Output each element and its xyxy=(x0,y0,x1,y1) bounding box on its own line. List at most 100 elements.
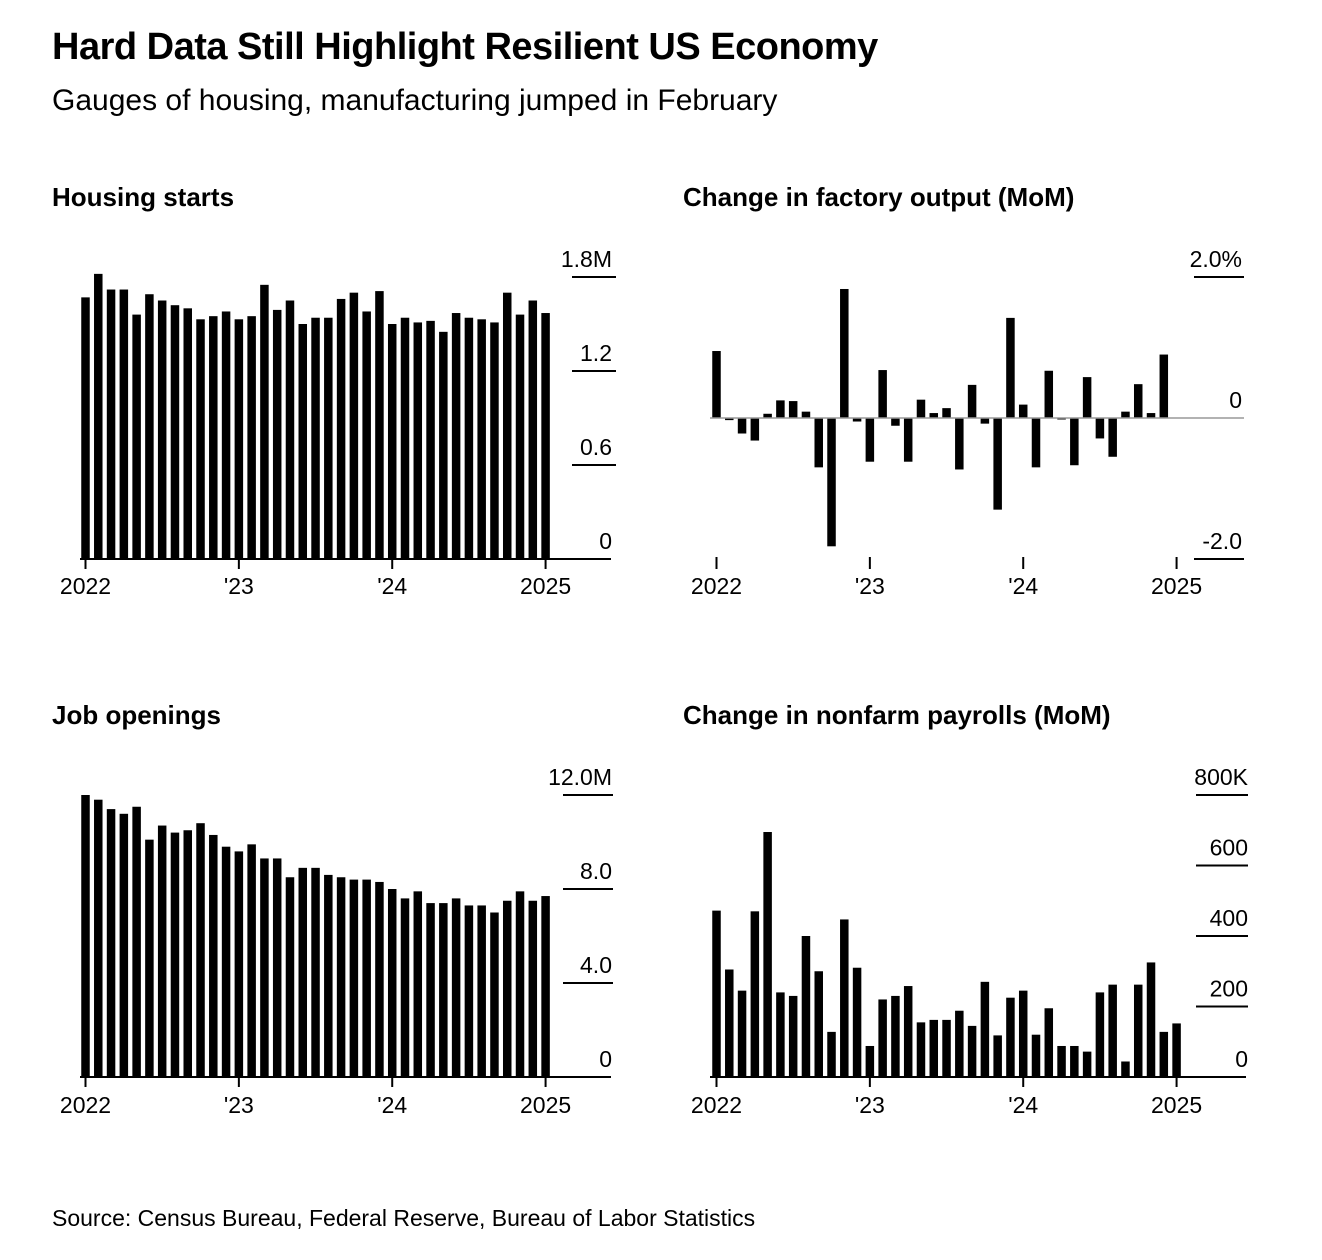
chart1-xtick-label: '23 xyxy=(224,573,254,599)
chart4-bar xyxy=(1031,1034,1041,1077)
chart1-ytick-label: 1.8M xyxy=(561,246,612,272)
chart3-ytick-label: 0 xyxy=(599,1046,612,1072)
chart1-bar xyxy=(400,317,410,559)
chart3-bar xyxy=(285,877,295,1077)
chart3-bar xyxy=(170,832,180,1077)
chart1-ytick-label: 1.2 xyxy=(580,340,612,366)
chart1-bar xyxy=(234,319,244,559)
chart4-bar xyxy=(1159,1031,1169,1077)
chart4-bar xyxy=(929,1019,939,1077)
chart1-bar xyxy=(464,317,474,559)
chart2-bar xyxy=(763,413,772,418)
chart4-bar xyxy=(993,1035,1002,1077)
chart4-bar xyxy=(712,910,721,1077)
chart2-bar xyxy=(1070,418,1079,466)
chart4-bar xyxy=(1082,1051,1092,1077)
chart1-xtick-label: '24 xyxy=(377,573,407,599)
chart4-bar xyxy=(1006,997,1015,1077)
chart4-ytick-label: 600 xyxy=(1210,835,1248,861)
chart2-bar xyxy=(827,418,836,547)
chart1-bar xyxy=(336,298,346,559)
chart3-bar xyxy=(477,905,486,1077)
chart1-bar xyxy=(221,311,231,559)
chart2-bar xyxy=(776,400,785,419)
chart1-bar xyxy=(375,291,384,559)
chart1-bar xyxy=(349,292,359,559)
chart1-bar xyxy=(490,322,499,559)
chart3-bar xyxy=(145,839,154,1077)
chart4-bar xyxy=(801,936,811,1077)
chart2-bar xyxy=(1082,377,1092,418)
chart2-ytick-label: 2.0% xyxy=(1190,246,1242,272)
chart3-bar xyxy=(362,879,371,1077)
chart4-bar xyxy=(1108,984,1117,1077)
chart2-bar xyxy=(865,418,875,462)
chart4-bar xyxy=(776,992,785,1077)
chart1-title: Housing starts xyxy=(52,182,234,212)
chart4-bar xyxy=(1095,992,1105,1077)
chart2-ytick-label: 0 xyxy=(1229,387,1242,413)
chart2-bar xyxy=(891,418,900,426)
chart4-bar xyxy=(1044,1008,1054,1077)
chart4-bar xyxy=(737,990,747,1077)
chart4-ytick-label: 200 xyxy=(1210,976,1248,1002)
chart2-title: Change in factory output (MoM) xyxy=(683,182,1074,212)
chart1-bar xyxy=(451,313,461,559)
chart1-ytick-label: 0.6 xyxy=(580,434,612,460)
chart4-bar xyxy=(1146,962,1156,1077)
chart3-bar xyxy=(541,896,550,1077)
chart3-bar xyxy=(272,858,282,1077)
chart4-bar xyxy=(903,986,913,1077)
chart3-bar xyxy=(387,889,397,1077)
chart4-bar xyxy=(1070,1045,1079,1077)
chart3-bar xyxy=(119,813,129,1077)
chart1-bar xyxy=(145,294,154,559)
chart3-bar xyxy=(528,900,538,1077)
chart2-bar xyxy=(1044,370,1054,418)
page-title: Hard Data Still Highlight Resilient US E… xyxy=(52,26,878,68)
chart2-bar xyxy=(852,418,862,422)
chart3-bar xyxy=(298,867,308,1077)
chart3-bar xyxy=(94,799,103,1077)
chart1-xtick-label: 2022 xyxy=(60,573,111,599)
chart1-bar xyxy=(106,289,116,559)
source-note: Source: Census Bureau, Federal Reserve, … xyxy=(52,1205,756,1231)
chart3-bar xyxy=(490,912,499,1077)
chart3-bar xyxy=(349,879,359,1077)
chart1-bar xyxy=(311,317,320,559)
chart2-bar xyxy=(788,401,798,418)
chart2-bar xyxy=(1108,418,1117,457)
chart4-bar xyxy=(878,999,887,1077)
chart2-bar xyxy=(1159,354,1169,418)
chart2-bar xyxy=(980,418,990,424)
chart1-xtick-label: 2025 xyxy=(520,573,571,599)
chart2-bar xyxy=(967,384,977,418)
chart2-ytick-label: -2.0 xyxy=(1202,528,1242,554)
chart1-bar xyxy=(528,300,538,559)
chart2-bar xyxy=(1146,413,1156,418)
chart2-bar xyxy=(1133,384,1143,418)
chart1-bar xyxy=(362,311,371,559)
chart1-bar xyxy=(94,273,103,559)
chart3-ytick-label: 4.0 xyxy=(580,952,612,978)
chart2-bar xyxy=(1018,404,1028,418)
chart1-bar xyxy=(413,322,423,559)
chart3-bar xyxy=(106,809,116,1077)
chart1-bar xyxy=(170,305,180,559)
chart4-bar xyxy=(916,1022,926,1077)
chart3-xtick-label: '24 xyxy=(377,1092,407,1118)
chart1-bar xyxy=(285,300,295,559)
chart4-bar xyxy=(1133,984,1143,1077)
chart4-xtick-label: '23 xyxy=(855,1092,885,1118)
chart3-ytick-label: 12.0M xyxy=(548,764,612,790)
chart2-xtick-label: '23 xyxy=(855,573,885,599)
chart1-bar xyxy=(157,300,167,559)
chart1-bar xyxy=(260,284,269,559)
chart4-ytick-label: 400 xyxy=(1210,905,1248,931)
chart4-bar xyxy=(967,1025,977,1077)
chart1-bar xyxy=(439,331,448,559)
chart2-bar xyxy=(750,418,760,441)
chart2-bar xyxy=(1031,418,1041,468)
chart1-bar xyxy=(272,309,282,559)
chart4-xtick-label: 2022 xyxy=(691,1092,742,1118)
